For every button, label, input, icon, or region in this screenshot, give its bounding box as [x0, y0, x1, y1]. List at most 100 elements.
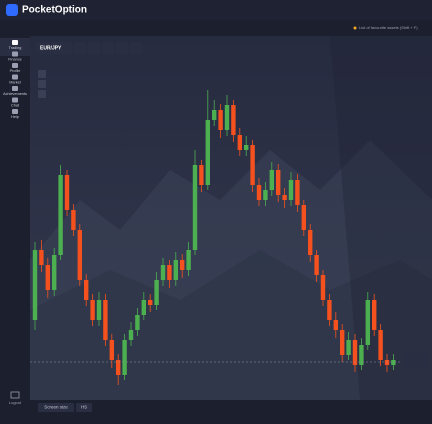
candle-body	[372, 300, 377, 330]
nav-icon	[12, 63, 18, 68]
side-button[interactable]	[38, 80, 46, 88]
candle-body	[301, 205, 306, 230]
favorites-hint[interactable]: List of favourite assets (Shift + F)	[359, 25, 418, 30]
candle-body	[192, 165, 198, 250]
nav-icon	[12, 74, 18, 80]
candle-body	[263, 190, 268, 200]
price-tag	[405, 352, 427, 368]
candle-body	[244, 145, 249, 150]
candle-body	[141, 300, 146, 315]
footer	[30, 400, 432, 419]
screen-size: Screen size	[44, 405, 68, 410]
candle-body	[103, 300, 108, 340]
candle-body	[186, 250, 191, 270]
top-bar	[0, 0, 432, 20]
brand: PocketOption	[22, 5, 87, 16]
tool-button[interactable]	[130, 42, 142, 54]
candle-body	[384, 360, 390, 365]
tool-button[interactable]	[88, 42, 100, 54]
candle-body	[333, 320, 338, 330]
tool-button[interactable]	[116, 42, 128, 54]
candle-body	[359, 345, 364, 365]
screen-size-button[interactable]	[38, 403, 74, 412]
candle-body	[128, 330, 134, 340]
nav-label[interactable]: Finance	[8, 58, 22, 62]
asset-select[interactable]	[36, 42, 72, 54]
candle-body	[167, 265, 172, 280]
nav-label[interactable]: Market	[9, 81, 22, 85]
candles	[32, 90, 396, 385]
nav-label[interactable]: Profile	[10, 69, 21, 73]
nav-label[interactable]: Chat	[11, 104, 20, 108]
candle-body	[205, 120, 210, 185]
mode-button[interactable]	[76, 403, 92, 412]
candle-body	[276, 170, 281, 195]
candle-body	[352, 340, 358, 365]
logout-icon	[10, 391, 20, 399]
candle-body	[77, 230, 82, 280]
dot	[353, 26, 357, 30]
candle-body	[237, 135, 242, 150]
sidebar-items: Trading Finance Profile Market Achievements C…	[3, 40, 27, 119]
candle-body	[32, 250, 38, 320]
candle-body	[346, 340, 351, 355]
nav-icon	[12, 40, 18, 45]
candle-body	[391, 360, 396, 365]
logo	[6, 4, 18, 16]
candle-body	[122, 340, 127, 375]
shade	[330, 36, 432, 400]
nav-icon	[12, 86, 18, 91]
candle-body	[84, 280, 89, 300]
active-tab	[0, 38, 30, 56]
candle-body	[212, 110, 217, 120]
candle-body	[250, 145, 255, 185]
candle-body	[96, 300, 102, 320]
candle-body	[199, 165, 204, 185]
candle-body	[180, 260, 185, 270]
candle-body	[218, 110, 223, 130]
tool-button[interactable]	[74, 42, 86, 54]
mode: HS	[81, 405, 87, 410]
candle-body	[295, 180, 300, 205]
nav-label[interactable]: Help	[11, 115, 19, 119]
candle-body	[269, 170, 274, 190]
candle-body	[71, 210, 76, 230]
candle-body	[45, 265, 50, 290]
candle-body	[148, 300, 153, 305]
nav-label[interactable]: Trading	[9, 46, 22, 50]
candle-body	[160, 265, 166, 280]
mountains-front	[30, 250, 432, 400]
candle-body	[314, 255, 319, 275]
candle-body	[320, 275, 326, 300]
candle-body	[173, 260, 178, 280]
candle-body	[109, 340, 114, 360]
nav-icon	[12, 51, 18, 57]
candle-body	[308, 230, 313, 255]
candle-body	[64, 175, 70, 210]
candle-body	[224, 105, 230, 130]
side-button[interactable]	[38, 90, 46, 98]
side-button[interactable]	[38, 70, 46, 78]
candle-body	[327, 300, 332, 320]
nav-icon	[12, 97, 18, 103]
candle-body	[282, 195, 287, 200]
candle-body	[231, 105, 236, 135]
candle-body	[90, 300, 95, 320]
candle-body	[39, 250, 44, 265]
candle-body	[256, 185, 262, 200]
sub-bar	[0, 20, 432, 36]
nav-label[interactable]: Achievements	[3, 92, 27, 96]
asset: EUR/JPY	[40, 45, 62, 51]
candle-body	[116, 360, 121, 375]
logout[interactable]: Logout	[9, 400, 22, 405]
tool-button[interactable]	[102, 42, 114, 54]
candle-body	[378, 330, 383, 360]
candle-body	[154, 280, 159, 305]
candle-body	[365, 300, 370, 345]
candle-body	[52, 255, 57, 290]
candle-body	[288, 180, 294, 200]
nav-icon	[12, 109, 18, 114]
candle-body	[340, 330, 345, 355]
candle-body	[58, 175, 63, 255]
